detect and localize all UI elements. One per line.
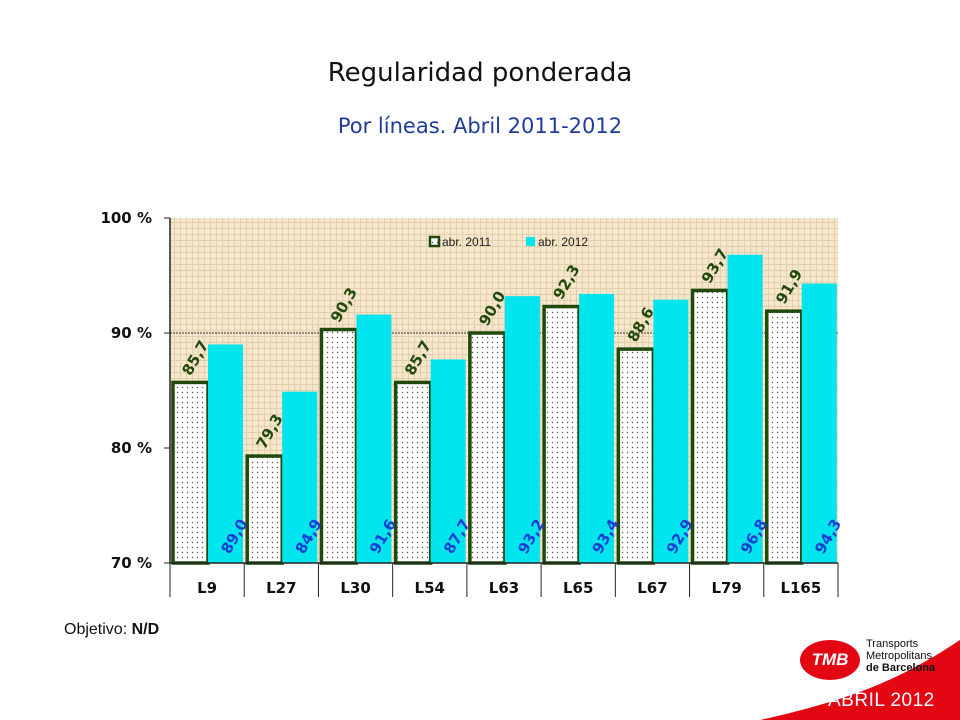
x-tick-label-L27: L27 (266, 579, 296, 597)
bar-2012-L65 (579, 293, 615, 563)
chart-legend: abr. 2011 abr. 2012 (428, 235, 588, 249)
x-tick-label-L63: L63 (489, 579, 519, 597)
tmb-logo-text: Transports Metropolitans de Barcelona (866, 638, 950, 674)
bar-2012-L67 (653, 299, 689, 563)
legend-swatch-2012 (526, 237, 535, 246)
legend-label-2012: abr. 2012 (538, 235, 588, 249)
x-tick-label-L67: L67 (637, 579, 667, 597)
bar-2012-L63 (504, 296, 540, 563)
bar-2012-L27 (282, 391, 318, 563)
y-tick-label: 70 % (111, 554, 152, 572)
bar-2011-L9 (171, 380, 210, 565)
logo-line-1: Transports (866, 638, 919, 650)
bar-2011-L63 (468, 331, 507, 565)
bar-2012-L30 (356, 314, 392, 563)
legend-label-2011: abr. 2011 (442, 235, 491, 249)
bar-2011-L67 (616, 347, 656, 565)
bar-2011-L27 (245, 454, 284, 565)
y-tick-label: 100 % (100, 209, 152, 227)
tmb-badge: TMB (800, 640, 860, 680)
x-tick-label-L165: L165 (780, 579, 821, 597)
x-tick-label-L54: L54 (415, 579, 445, 597)
chart-subtitle: Por líneas. Abril 2011-2012 (337, 114, 623, 138)
bar-2011-L65 (542, 304, 581, 565)
bar-2012-L9 (208, 344, 243, 563)
bar-2012-L79 (727, 254, 763, 564)
bar-2012-L54 (430, 359, 466, 563)
chart-title: Regularidad ponderada (327, 58, 633, 88)
bar-2011-L79 (690, 288, 730, 565)
x-tick-label-L65: L65 (563, 579, 593, 597)
logo-line-3: de Barcelona (866, 662, 936, 674)
bar-2011-L30 (319, 327, 359, 565)
bar-2012-L165 (801, 283, 837, 563)
x-tick-label-L9: L9 (197, 579, 217, 597)
y-tick-label: 80 % (111, 439, 152, 457)
bar-2011-L165 (765, 309, 804, 565)
bar-2011-L54 (393, 380, 433, 565)
y-tick-label: 90 % (111, 324, 152, 342)
legend-swatch-2011 (428, 235, 441, 248)
logo-line-2: Metropolitans (866, 650, 933, 662)
tmb-logo: TMB Transports Metropolitans de Barcelon… (800, 636, 950, 686)
period-label: ABRIL 2012 (828, 690, 935, 711)
objective-note: Objetivo: N/D (64, 621, 159, 639)
x-tick-label-L30: L30 (340, 579, 370, 597)
objective-value: N/D (131, 621, 160, 638)
objective-label: Objetivo: (64, 621, 132, 638)
x-tick-label-L79: L79 (711, 579, 741, 597)
